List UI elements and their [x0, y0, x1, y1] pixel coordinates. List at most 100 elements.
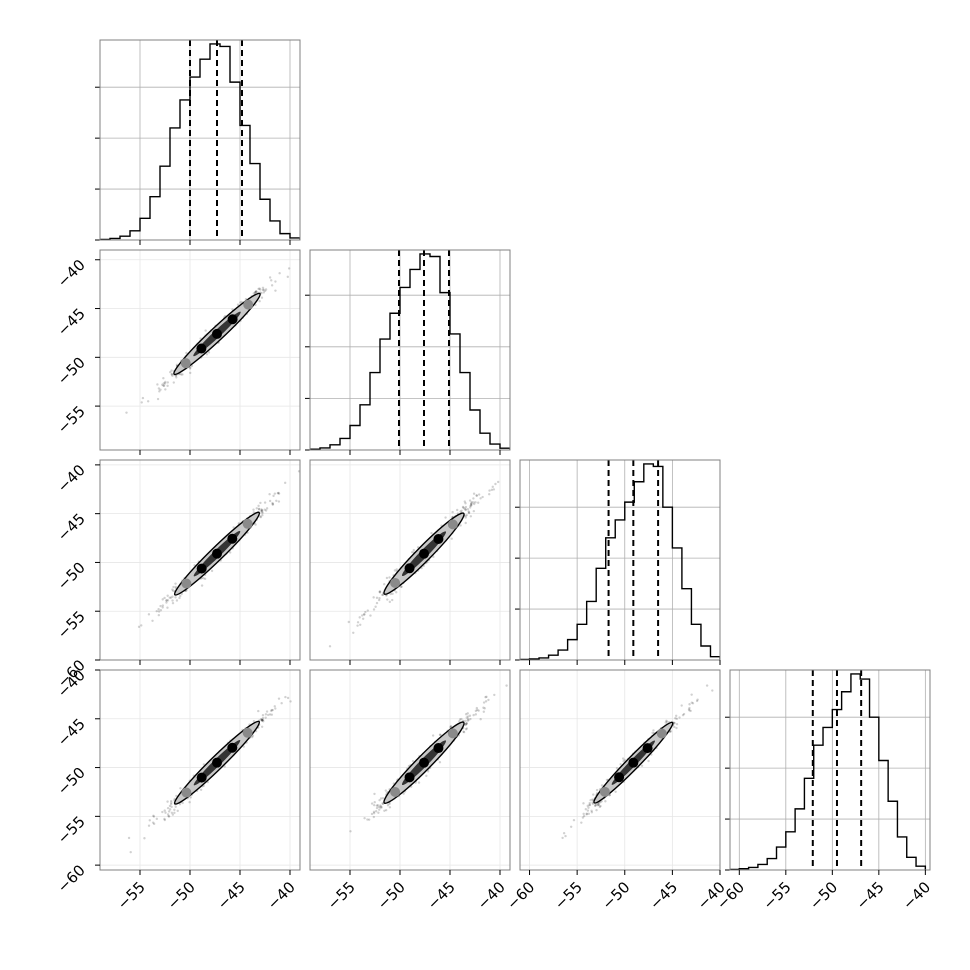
scatter-point: [265, 507, 269, 510]
scatter-point: [165, 601, 168, 604]
scatter-point: [175, 794, 178, 798]
scatter-point: [466, 719, 469, 722]
scatter-point: [492, 488, 496, 491]
scatter-point: [260, 718, 263, 721]
scatter-point: [179, 594, 182, 598]
scatter-point: [673, 721, 676, 725]
scatter-point: [466, 715, 470, 718]
scatter-point: [425, 774, 428, 778]
scatter-point: [400, 585, 403, 589]
scatter-point: [286, 275, 290, 279]
scatter-point: [582, 814, 586, 818]
scatter-point: [385, 576, 389, 580]
panel-frame: [99, 39, 301, 241]
scatter-point: [166, 806, 170, 810]
x-tick-label: −40: [899, 878, 934, 913]
scatter-point: [260, 717, 263, 721]
scatter-point: [161, 598, 164, 601]
scatter-point: [250, 735, 254, 739]
scatter-point: [585, 812, 588, 815]
scatter-point: [189, 371, 192, 375]
scatter-point: [462, 730, 466, 734]
scatter-point: [474, 709, 478, 713]
scatter-point: [378, 590, 381, 594]
scatter-point: [381, 802, 384, 805]
scatter-point: [456, 508, 459, 512]
scatter-point: [378, 798, 381, 802]
scatter-point: [674, 714, 678, 718]
scatter-point: [204, 329, 207, 332]
scatter-point: [691, 702, 695, 705]
scatter-point: [383, 582, 386, 586]
scatter-point: [167, 814, 170, 818]
scatter-point: [469, 515, 473, 518]
scatter-point: [181, 801, 184, 805]
scatter-point: [472, 713, 475, 717]
scatter-point: [170, 373, 174, 376]
scatter-point: [159, 609, 163, 612]
scatter-point: [438, 733, 442, 736]
scatter-point: [276, 491, 280, 495]
scatter-point: [426, 770, 430, 773]
y-tick-label: −50: [54, 353, 89, 388]
scatter-point: [386, 598, 389, 601]
scatter-point: [156, 383, 159, 386]
scatter-point: [465, 722, 468, 725]
scatter-point: [268, 276, 272, 279]
scatter-point: [678, 716, 681, 719]
scatter-point: [464, 502, 467, 505]
scatter-point: [479, 497, 482, 500]
scatter-point: [469, 504, 473, 507]
scatter-point: [621, 757, 625, 760]
scatter-point: [258, 287, 261, 290]
scatter-point: [379, 806, 382, 809]
scatter-point: [482, 710, 486, 713]
scatter-point: [377, 598, 381, 602]
scatter-point: [260, 291, 263, 295]
scatter-point: [264, 716, 267, 719]
scatter-point: [561, 836, 564, 840]
scatter-point: [377, 811, 380, 814]
scatter-point: [615, 767, 619, 770]
scatter-point: [465, 727, 469, 730]
scatter-point: [223, 765, 226, 768]
scatter-point: [466, 717, 470, 721]
density-blob: [242, 518, 253, 529]
scatter-point: [259, 501, 262, 505]
scatter-point: [470, 502, 473, 505]
scatter-point: [178, 596, 181, 600]
scatter-point: [675, 722, 679, 726]
scatter-point: [261, 511, 264, 515]
scatter-point: [252, 508, 255, 511]
scatter-point: [236, 303, 240, 306]
scatter-point: [173, 811, 176, 815]
scatter-point: [166, 813, 170, 816]
scatter-point: [366, 818, 369, 821]
y-tick-label: −40: [54, 461, 89, 496]
scatter-point: [257, 287, 260, 291]
scatter-point: [468, 499, 472, 502]
scatter-point: [171, 599, 174, 602]
scatter-point: [600, 784, 604, 787]
scatter-point: [146, 400, 150, 403]
scatter-point: [270, 713, 274, 716]
scatter-point: [585, 813, 588, 816]
x-tick-label: −55: [760, 878, 795, 913]
scatter-point: [260, 509, 264, 512]
scatter-point: [262, 291, 266, 294]
scatter-point: [383, 809, 386, 812]
scatter-point: [690, 693, 693, 696]
scatter-point: [361, 614, 364, 617]
scatter-point: [665, 719, 668, 723]
scatter-point: [147, 613, 151, 616]
scatter-point: [582, 812, 585, 816]
scatter-point: [375, 804, 379, 807]
scatter-point: [260, 508, 263, 511]
scatter-point: [165, 599, 168, 602]
scatter-point: [591, 798, 594, 801]
scatter-point: [270, 709, 273, 713]
scatter-point: [157, 387, 161, 390]
scatter-point: [592, 793, 595, 796]
scatter-point: [369, 614, 372, 617]
scatter-point: [372, 608, 376, 611]
